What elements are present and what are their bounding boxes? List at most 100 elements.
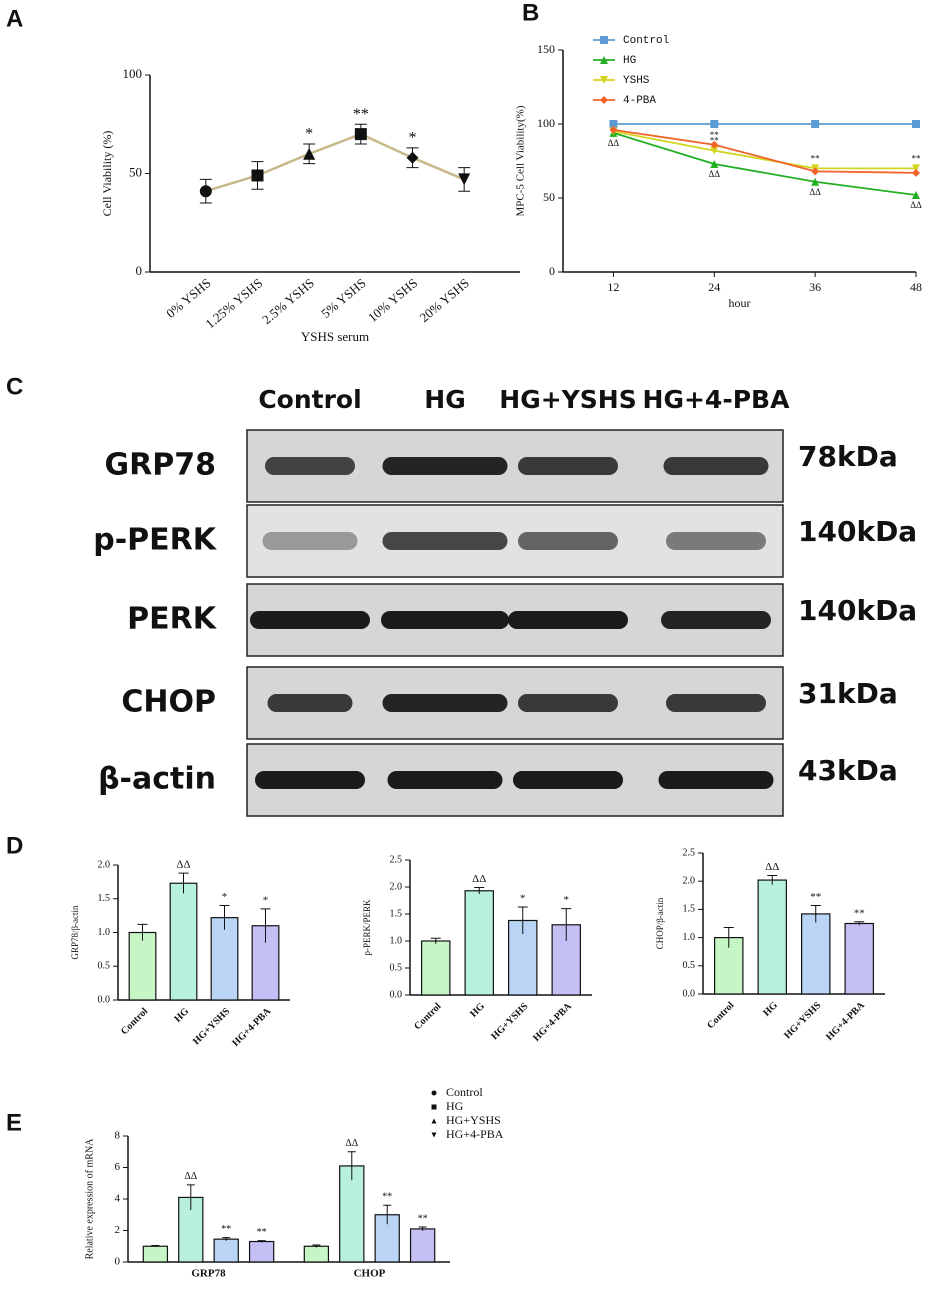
legend-label: 4-PBA bbox=[623, 95, 656, 107]
significance: ** bbox=[353, 106, 369, 123]
significance: ΔΔ bbox=[608, 138, 620, 148]
significance: ΔΔ bbox=[184, 1171, 197, 1182]
x-axis-label: YSHS serum bbox=[301, 329, 369, 344]
error-bar bbox=[312, 1244, 321, 1248]
panel-label: D bbox=[6, 832, 23, 859]
x-tick-label: HG bbox=[468, 1001, 487, 1020]
blot-protein-label: GRP78 bbox=[105, 448, 216, 483]
legend-label: HG+4-PBA bbox=[446, 1127, 504, 1141]
y-axis-label: CHOP/β-actin bbox=[655, 897, 665, 949]
significance: ΔΔ bbox=[708, 169, 720, 179]
series-line bbox=[205, 132, 465, 193]
y-tick-label: 1.0 bbox=[683, 932, 696, 943]
legend-label: YSHS bbox=[623, 75, 650, 87]
y-tick-label: 2.5 bbox=[390, 854, 403, 865]
error-bar bbox=[137, 923, 148, 941]
significance: ** bbox=[912, 153, 922, 163]
significance: ** bbox=[221, 1224, 231, 1235]
panel-label: C bbox=[6, 373, 23, 400]
legend-marker bbox=[431, 1090, 437, 1096]
significance: ** bbox=[382, 1192, 392, 1203]
error-bar bbox=[257, 1240, 266, 1243]
x-tick-label: HG bbox=[761, 1000, 780, 1019]
bar bbox=[303, 1245, 330, 1263]
legend-marker bbox=[431, 1104, 437, 1110]
blot-band bbox=[262, 532, 358, 550]
x-tick-label: HG+4-PBA bbox=[531, 1000, 574, 1043]
blot-band bbox=[267, 694, 353, 712]
x-tick-label: HG+YSHS bbox=[191, 1006, 233, 1048]
y-axis-label: p-PERK/PERK bbox=[362, 899, 372, 956]
marker bbox=[912, 191, 920, 200]
y-axis-label: Relative expression of mRNA bbox=[84, 1138, 95, 1260]
marker bbox=[354, 128, 367, 141]
legend-label: HG+YSHS bbox=[446, 1113, 501, 1127]
y-tick-label: 2.0 bbox=[683, 875, 696, 886]
marker bbox=[912, 120, 920, 128]
y-tick-label: 50 bbox=[543, 190, 555, 204]
x-tick-label: HG+YSHS bbox=[782, 1000, 824, 1042]
significance: ** bbox=[710, 130, 720, 140]
error-bar bbox=[219, 905, 230, 930]
blot-size-label: 140kDa bbox=[798, 515, 917, 548]
legend-marker bbox=[600, 36, 608, 44]
x-tick-label: 24 bbox=[708, 280, 720, 294]
marker bbox=[199, 185, 212, 198]
error-bar bbox=[178, 872, 189, 894]
significance: * bbox=[222, 891, 228, 903]
panel-label: B bbox=[522, 0, 539, 26]
x-tick-label: Control bbox=[412, 1001, 443, 1032]
y-axis-label: MPC-5 Cell Viability(%) bbox=[515, 105, 527, 216]
significance: ΔΔ bbox=[176, 859, 190, 871]
blot-size-label: 78kDa bbox=[798, 440, 898, 473]
error-bar bbox=[474, 887, 485, 895]
y-tick-label: 8 bbox=[115, 1130, 121, 1142]
significance: ΔΔ bbox=[345, 1138, 358, 1149]
x-tick-label: HG+4-PBA bbox=[824, 999, 867, 1042]
bar bbox=[421, 940, 451, 996]
error-bar bbox=[561, 908, 572, 941]
blot-size-label: 31kDa bbox=[798, 677, 898, 710]
legend-label: HG bbox=[623, 55, 636, 67]
blot-band bbox=[658, 771, 774, 789]
blot-band bbox=[382, 457, 508, 475]
bar bbox=[142, 1245, 169, 1263]
marker bbox=[609, 125, 618, 134]
blot-column-label: Control bbox=[258, 385, 361, 414]
blot-band bbox=[382, 532, 508, 550]
blot-band bbox=[265, 457, 355, 475]
bar bbox=[128, 931, 157, 1001]
marker bbox=[609, 120, 618, 128]
error-bar bbox=[186, 1184, 195, 1211]
significance: * bbox=[520, 893, 526, 905]
blot-column-label: HG bbox=[424, 385, 465, 414]
y-tick-label: 0.0 bbox=[98, 994, 111, 1005]
significance: * bbox=[305, 126, 313, 143]
legend-marker bbox=[431, 1132, 437, 1138]
significance: ΔΔ bbox=[910, 200, 922, 210]
bar bbox=[714, 936, 744, 995]
error-bar bbox=[517, 906, 528, 934]
error-bar bbox=[222, 1237, 231, 1241]
blot-protein-label: β-actin bbox=[98, 762, 216, 797]
error-bar bbox=[260, 908, 271, 943]
marker bbox=[303, 147, 316, 160]
x-tick-label: GRP78 bbox=[191, 1268, 226, 1280]
y-tick-label: 0 bbox=[115, 1256, 121, 1268]
error-bar bbox=[430, 937, 441, 944]
legend-marker bbox=[431, 1118, 437, 1124]
y-tick-label: 2.5 bbox=[683, 847, 696, 858]
blot-protein-label: PERK bbox=[127, 602, 218, 637]
x-tick-label: 0% YSHS bbox=[163, 275, 214, 321]
y-tick-label: 1.5 bbox=[683, 904, 696, 915]
blot-band bbox=[666, 694, 766, 712]
bar bbox=[339, 1165, 365, 1263]
blot-band bbox=[518, 532, 618, 550]
x-tick-label: CHOP bbox=[354, 1268, 386, 1280]
y-tick-label: 0.0 bbox=[683, 988, 696, 999]
y-tick-label: 0.5 bbox=[390, 962, 403, 973]
bar bbox=[210, 917, 239, 1001]
bar bbox=[844, 922, 874, 995]
y-tick-label: 0 bbox=[549, 264, 555, 278]
error-bar bbox=[418, 1226, 427, 1231]
